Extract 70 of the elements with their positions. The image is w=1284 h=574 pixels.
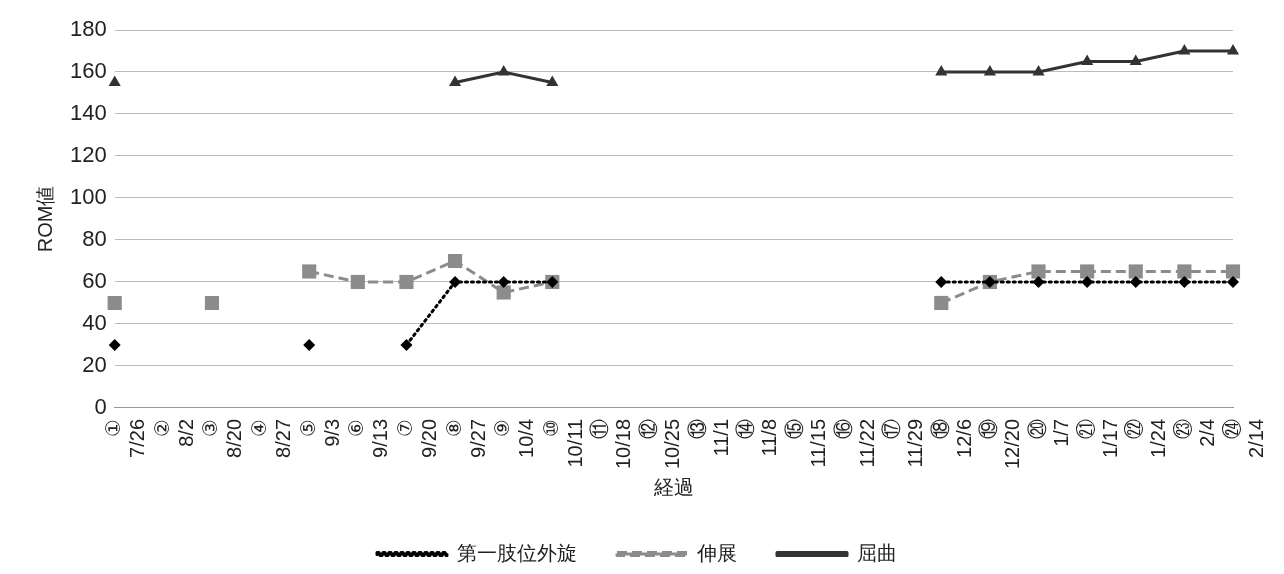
x-tick-label: ⑳ 1/7 xyxy=(1026,418,1073,447)
point xyxy=(1032,275,1045,288)
y-tick-label: 60 xyxy=(82,268,107,294)
point xyxy=(1081,54,1094,65)
point xyxy=(448,75,462,86)
x-tick-label: ⑥ 9/13 xyxy=(345,418,392,458)
x-tick-label: ⑯ 11/22 xyxy=(831,418,878,468)
x-tick-label: ⑰ 11/29 xyxy=(880,418,927,468)
point xyxy=(1177,264,1192,279)
point xyxy=(935,65,948,76)
y-tick-label: 180 xyxy=(69,16,107,42)
point xyxy=(935,275,948,288)
point xyxy=(107,295,122,311)
y-tick-label: 0 xyxy=(94,394,107,420)
point xyxy=(497,65,510,76)
legend-label: 屈曲 xyxy=(857,541,897,564)
x-tick-label: ㉑ 1/17 xyxy=(1074,418,1121,458)
point xyxy=(1129,275,1142,288)
point xyxy=(1129,54,1142,65)
x-tick-label: ⑲ 12/20 xyxy=(977,418,1024,470)
point xyxy=(497,275,510,288)
point xyxy=(108,75,121,86)
x-tick-label: ⑬ 11/1 xyxy=(685,418,732,457)
point xyxy=(399,274,414,290)
y-tick-label: 40 xyxy=(82,310,107,336)
x-tick-label: ③ 8/20 xyxy=(199,418,246,458)
point xyxy=(546,75,559,86)
x-tick-label: ④ 8/27 xyxy=(248,418,295,458)
x-tick-label: ⑨ 10/4 xyxy=(491,418,538,458)
point xyxy=(303,338,316,351)
x-axis-title: 経過 xyxy=(652,475,694,498)
point xyxy=(350,274,365,290)
y-tick-label: 80 xyxy=(82,226,107,252)
y-axis-title: ROM値 xyxy=(33,185,56,253)
point xyxy=(447,253,463,269)
y-tick-label: 20 xyxy=(82,352,107,378)
x-tick-label: ⑧ 9/27 xyxy=(442,418,489,458)
point xyxy=(496,285,511,300)
point xyxy=(204,295,220,311)
y-tick-label: 140 xyxy=(69,100,107,126)
y-tick-label: 160 xyxy=(69,58,107,84)
point xyxy=(1032,65,1045,76)
x-tick-label: ② 8/2 xyxy=(150,418,197,447)
point xyxy=(400,338,413,351)
x-tick-label: ⑪ 10/18 xyxy=(588,418,635,470)
point xyxy=(302,264,317,279)
x-tick-label: ⑱ 12/6 xyxy=(928,418,975,458)
point xyxy=(1225,264,1241,279)
x-tick-label: ⑩ 10/11 xyxy=(539,418,586,468)
point xyxy=(1178,275,1191,288)
x-tick-label: ㉒ 1/24 xyxy=(1123,418,1170,458)
y-tick-label: 100 xyxy=(69,184,107,210)
point xyxy=(1080,264,1095,279)
point xyxy=(108,338,121,351)
x-tick-label: ⑮ 11/15 xyxy=(782,418,829,468)
legend-label: 第一肢位外旋 xyxy=(457,541,577,564)
x-tick-label: ㉓ 2/4 xyxy=(1171,418,1218,447)
x-tick-label: ⑭ 11/8 xyxy=(734,418,781,457)
legend-label: 伸展 xyxy=(696,541,737,564)
x-tick-label: ⑤ 9/3 xyxy=(296,418,343,447)
point xyxy=(1128,264,1143,279)
x-tick-label: ⑦ 9/20 xyxy=(393,418,440,458)
point xyxy=(1227,275,1239,288)
point xyxy=(1031,264,1046,279)
y-tick-label: 120 xyxy=(69,142,107,168)
point xyxy=(1178,44,1191,55)
x-tick-label: ① 7/26 xyxy=(102,418,149,458)
point xyxy=(934,295,949,311)
x-tick-label: ⑫ 10/25 xyxy=(637,418,684,470)
x-tick-label: ㉔ 2/14 xyxy=(1220,418,1267,458)
